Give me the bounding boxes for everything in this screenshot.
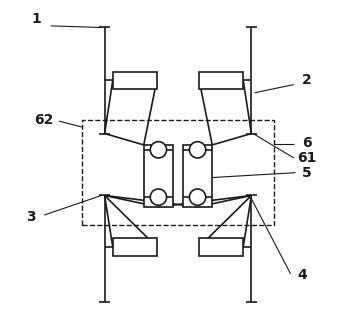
Circle shape — [189, 189, 206, 205]
Bar — [113, 71, 157, 89]
Text: 3: 3 — [26, 210, 36, 224]
Circle shape — [189, 142, 206, 158]
Circle shape — [150, 142, 167, 158]
Text: 2: 2 — [302, 73, 312, 87]
Text: 5: 5 — [302, 166, 312, 180]
Bar — [113, 238, 157, 256]
Text: 1: 1 — [31, 12, 41, 26]
Text: 4: 4 — [297, 268, 307, 282]
Text: 6: 6 — [302, 136, 312, 150]
Bar — [144, 145, 173, 207]
Text: 61: 61 — [297, 151, 316, 165]
Bar — [183, 145, 212, 207]
Bar — [199, 238, 243, 256]
Text: 62: 62 — [35, 114, 54, 127]
Bar — [82, 120, 274, 225]
Circle shape — [150, 189, 167, 205]
Bar — [199, 71, 243, 89]
